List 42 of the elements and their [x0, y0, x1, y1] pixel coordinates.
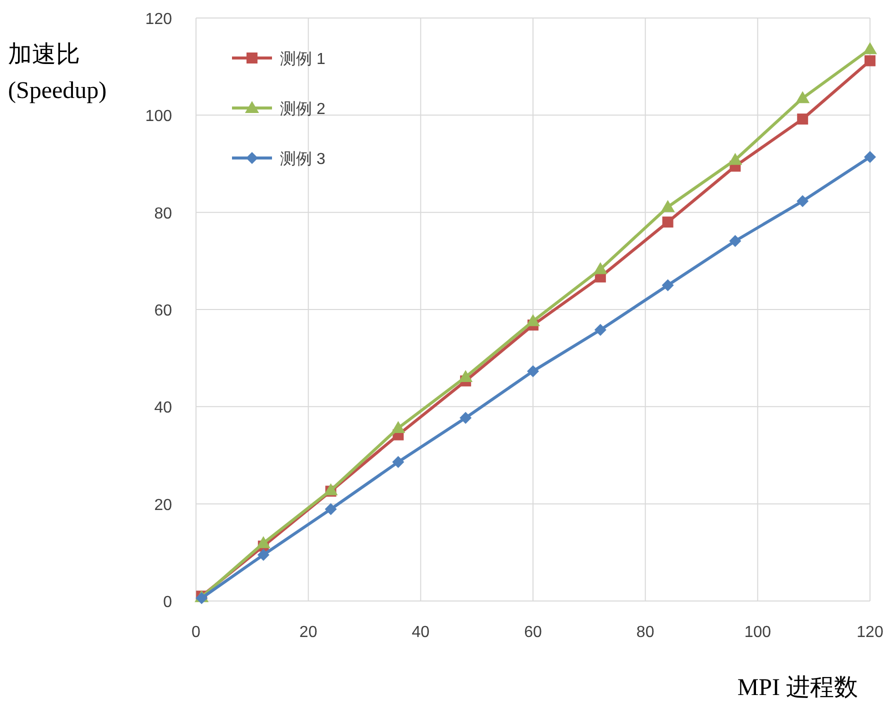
y-tick-label: 100	[145, 108, 172, 126]
x-axis-title: MPI 进程数	[737, 675, 858, 701]
x-tick-label: 60	[524, 624, 542, 641]
x-tick-label: 80	[636, 624, 654, 641]
x-tick-label: 40	[412, 624, 430, 641]
point	[796, 195, 809, 208]
point	[458, 370, 473, 382]
legend-label: 测例 3	[280, 151, 326, 168]
y-tick-label: 80	[154, 205, 172, 222]
y-axis-title: 加速比 (Speedup)	[8, 42, 107, 104]
point	[594, 324, 606, 336]
point	[324, 503, 337, 516]
legend-label: 测例 1	[280, 51, 326, 68]
point	[864, 55, 876, 66]
x-tick-label: 20	[299, 624, 318, 641]
point	[728, 152, 742, 165]
x-tick-label: 120	[856, 624, 884, 641]
point	[864, 150, 876, 163]
point	[256, 536, 270, 548]
y-tick-label: 120	[145, 11, 172, 28]
point	[324, 483, 338, 496]
y-tick-label: 20	[154, 496, 172, 514]
x-tick-label: 0	[192, 624, 201, 641]
x-tick-label: 100	[744, 624, 772, 641]
y-tick-label: 40	[154, 400, 172, 417]
y-tick-label: 60	[154, 302, 172, 320]
point	[527, 365, 539, 378]
point	[660, 200, 675, 212]
point	[460, 412, 472, 424]
point	[392, 456, 404, 468]
point	[662, 279, 674, 292]
point	[796, 91, 810, 104]
point	[797, 114, 808, 125]
y-tick-label: 0	[163, 594, 172, 611]
point	[593, 262, 608, 274]
legend-label: 测例 2	[280, 101, 326, 118]
point	[257, 548, 270, 561]
point	[729, 235, 742, 247]
point	[662, 216, 674, 228]
point	[863, 42, 877, 54]
point	[526, 314, 540, 326]
point	[391, 421, 406, 434]
